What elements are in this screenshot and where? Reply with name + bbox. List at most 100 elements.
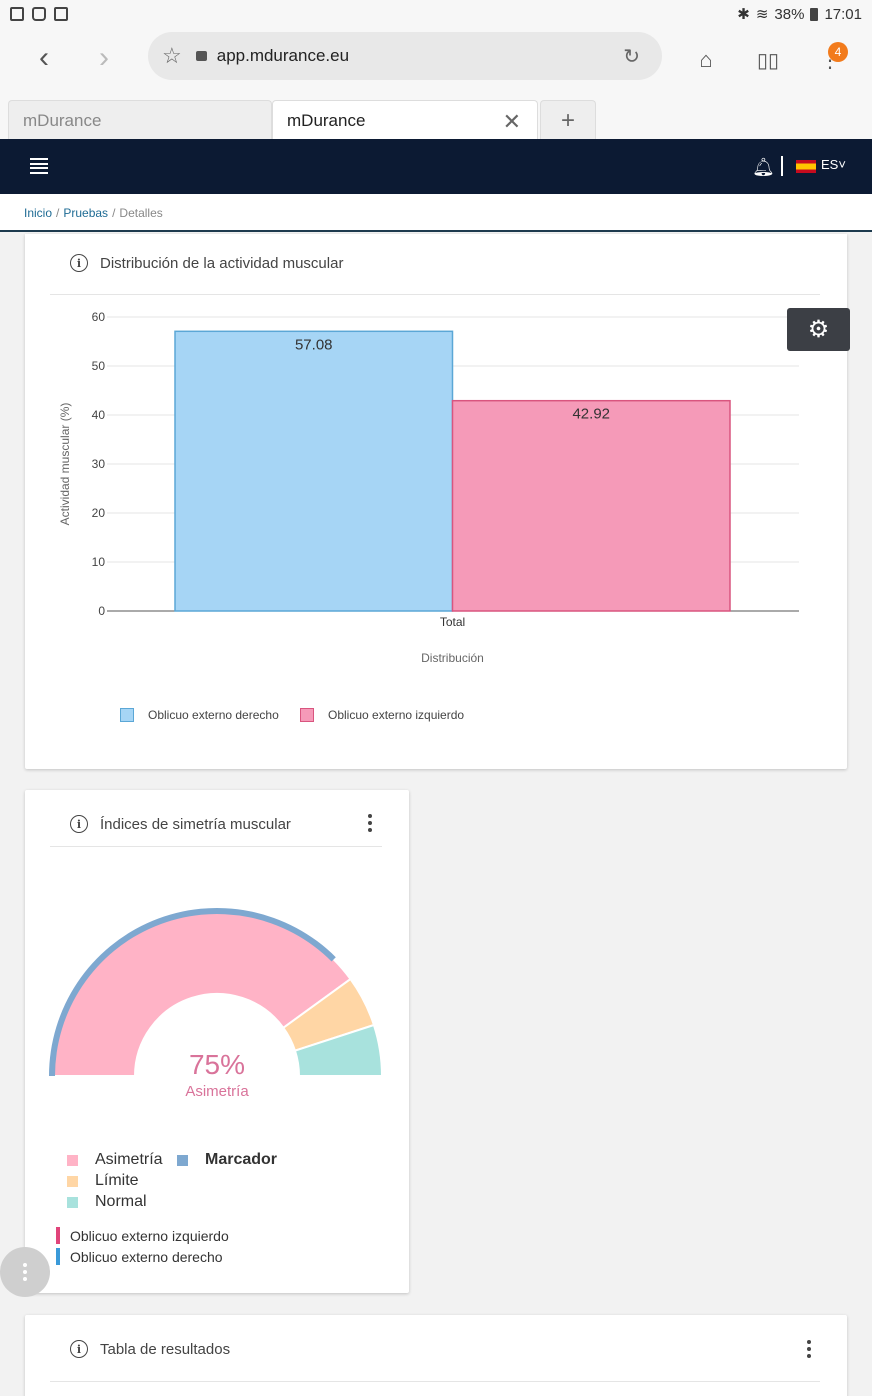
bar[interactable] [174,330,454,612]
notification-badge: 4 [828,42,848,62]
y-tick-label: 20 [92,506,106,520]
y-tick-label: 30 [92,457,106,471]
gauge-segment[interactable] [293,1023,384,1077]
card-divider [50,294,820,295]
results-card: i Tabla de resultados [25,1315,847,1396]
browser-tab-strip: mDurance mDurance ✕ + [0,92,872,140]
close-tab-icon[interactable]: ✕ [502,109,521,134]
symmetry-card-title: i Índices de simetría muscular [70,815,291,833]
symmetry-gauge: 75% Asimetría [49,908,384,1100]
y-axis-title: Actividad muscular (%) [58,403,72,526]
gauge-legend-marker[interactable]: Marcador [177,1151,277,1169]
clock: 17:01 [824,5,862,23]
gauge-value: 75% [189,1049,245,1080]
y-tick-label: 60 [92,310,106,324]
bar-data-label: 57.08 [295,336,333,353]
side-legend-right: Oblicuo externo derecho [56,1248,223,1265]
breadcrumb-separator: / [112,206,116,220]
new-tab-button[interactable]: + [540,100,596,140]
distribution-card-title: i Distribución de la actividad muscular [70,254,343,272]
plus-icon: + [560,106,575,134]
legend-item-left[interactable]: Oblicuo externo izquierdo [300,708,464,722]
reload-icon[interactable]: ↻ [623,45,640,68]
legend-item-right[interactable]: Oblicuo externo derecho [120,708,279,722]
gear-icon: ⚙ [807,316,830,343]
lock-icon [195,51,207,61]
breadcrumb: Inicio / Pruebas / Detalles [0,194,872,232]
breadcrumb-current: Detalles [119,206,163,220]
info-icon[interactable]: i [70,1340,88,1358]
browser-toolbar: ‹ › ☆ app.mdurance.eu ↻ ⌂ ▯▯ ⋮ 4 [0,28,872,92]
legend-swatch [120,708,134,722]
muscle-activity-bar-chart: 0 10 20 30 40 50 60 57.08 42.92 Total Distribución… [58,310,799,665]
status-bar: ✱ ≋ 38% 17:01 [0,0,872,28]
info-icon[interactable]: i [70,815,88,833]
legend-label: Oblicuo externo derecho [148,708,279,722]
card-divider [50,1381,820,1382]
card-menu-icon[interactable] [807,1340,811,1358]
tab-inactive[interactable]: mDurance [8,100,272,140]
side-legend-bar [56,1227,60,1244]
gauge-legend-asymmetry[interactable]: Asimetría [67,1151,163,1169]
side-legend-bar [56,1248,60,1265]
gauge-legend-limit[interactable]: Límite [67,1172,139,1190]
wifi-icon: ≋ [755,6,769,23]
settings-button[interactable]: ⚙ [787,308,850,351]
legend-label: Asimetría [95,1151,163,1168]
language-selector[interactable]: ES˅ [821,157,846,172]
menu-dots-icon [23,1263,27,1281]
gallery-notification-icon [10,7,24,21]
bar[interactable] [451,399,731,612]
card-title-text: Distribución de la actividad muscular [100,254,344,272]
legend-label: Oblicuo externo izquierdo [328,708,465,722]
bar-data-label: 42.92 [572,406,610,423]
breadcrumb-separator: / [56,206,60,220]
tab-label: mDurance [23,110,102,130]
hamburger-menu-icon[interactable] [30,158,48,174]
back-button[interactable]: ‹ [39,41,49,74]
legend-label: Marcador [205,1151,278,1168]
y-tick-label: 0 [98,604,105,618]
floating-menu-button[interactable] [0,1247,50,1297]
legend-swatch [177,1154,188,1166]
spain-flag-icon[interactable] [796,160,816,173]
gauge-legend-normal[interactable]: Normal [67,1193,147,1211]
results-card-title: i Tabla de resultados [70,1340,230,1358]
card-title-text: Índices de simetría muscular [100,815,291,833]
legend-swatch [67,1175,78,1187]
reader-book-icon[interactable]: ▯▯ [756,49,779,72]
x-axis-title: Distribución [421,651,484,665]
y-tick-label: 50 [92,359,106,373]
browser-menu-button[interactable]: ⋮ 4 [810,40,850,80]
side-legend-label: Oblicuo externo derecho [70,1248,223,1265]
side-legend-left: Oblicuo externo izquierdo [56,1227,229,1244]
side-legend-label: Oblicuo externo izquierdo [70,1227,229,1244]
bell-icon[interactable]: 🔔︎ [752,157,775,177]
card-divider [50,846,382,847]
header-divider [781,156,783,176]
card-menu-icon[interactable] [368,814,372,832]
symmetry-card: i Índices de simetría muscular 75% Asimet… [25,790,409,1293]
url-text[interactable]: app.mdurance.eu [216,46,350,65]
legend-swatch [67,1154,78,1166]
tab-active[interactable]: mDurance ✕ [272,100,538,140]
battery-icon [810,7,819,21]
status-right: ✱ ≋ 38% 17:01 [737,5,862,24]
breadcrumb-tests[interactable]: Pruebas [63,206,109,220]
battery-level: 38% [774,5,805,23]
address-bar[interactable]: ☆ app.mdurance.eu ↻ [148,32,662,80]
card-title-text: Tabla de resultados [100,1340,231,1358]
forward-button[interactable]: › [99,41,109,74]
status-notification-icons [10,7,68,21]
legend-swatch [300,708,314,722]
app-header: 🔔︎ ES˅ [0,139,872,194]
bluetooth-icon: ✱ [737,6,750,23]
legend-label: Normal [95,1193,147,1210]
breadcrumb-home[interactable]: Inicio [24,206,53,220]
download-notification-icon [54,7,68,21]
info-icon[interactable]: i [70,254,88,272]
gauge-caption: Asimetría [185,1083,249,1100]
tab-label: mDurance [287,110,366,130]
home-icon[interactable]: ⌂ [699,47,713,72]
bookmark-star-icon[interactable]: ☆ [162,43,182,68]
